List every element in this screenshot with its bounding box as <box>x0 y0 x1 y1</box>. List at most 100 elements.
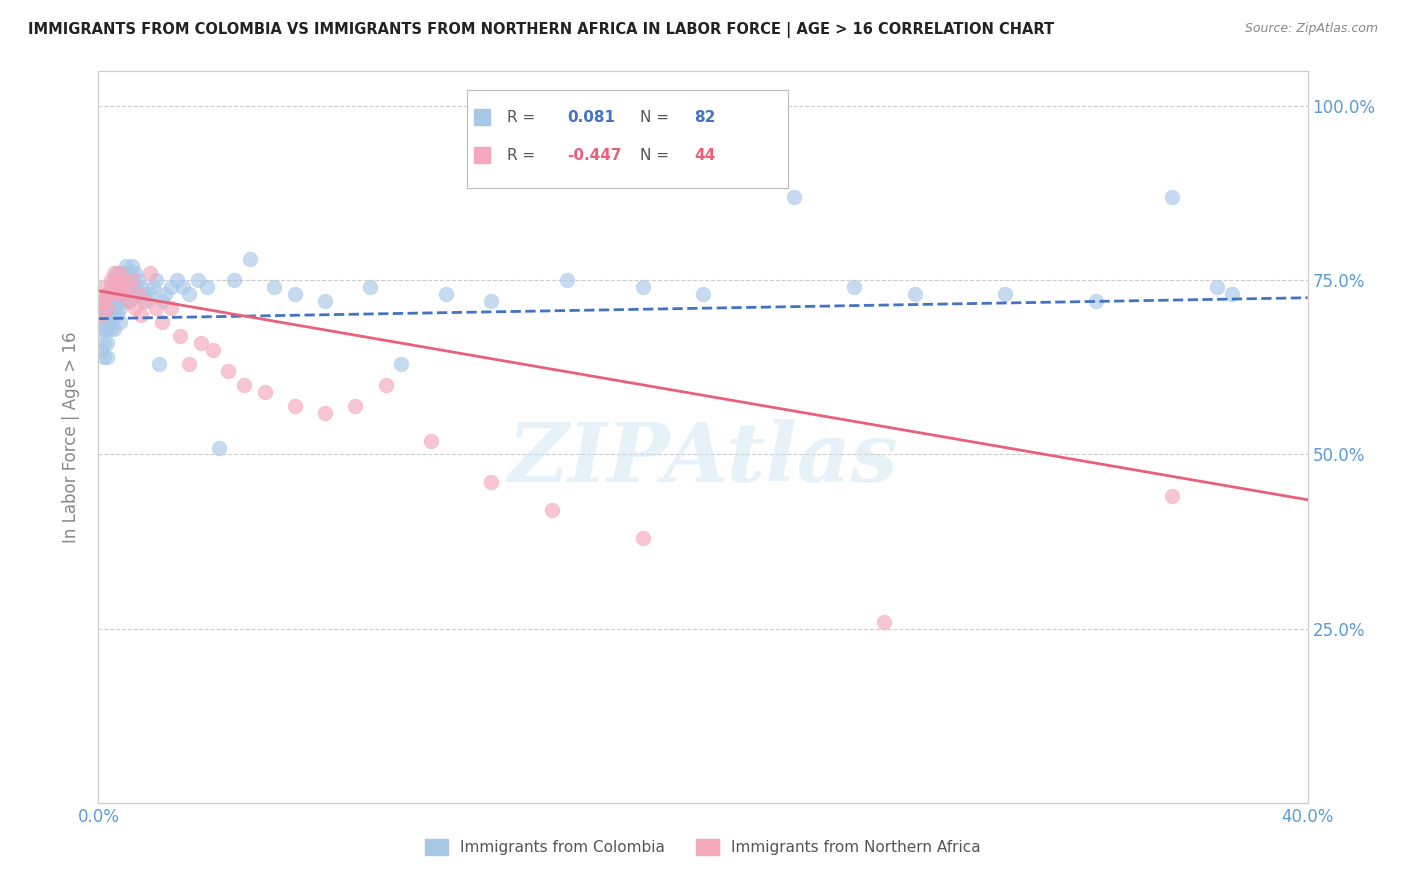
Point <box>150 294 173 309</box>
Point <box>114 280 136 294</box>
Point <box>100 294 122 309</box>
Point <box>217 364 239 378</box>
Point <box>692 287 714 301</box>
Point <box>111 294 134 309</box>
Point <box>93 350 115 364</box>
Point <box>96 308 118 322</box>
Point <box>108 266 131 280</box>
Point <box>103 308 125 322</box>
Point <box>284 399 307 413</box>
Point <box>783 190 806 204</box>
Point <box>90 322 112 336</box>
Point <box>374 377 396 392</box>
Point <box>284 287 307 301</box>
Point <box>100 308 122 322</box>
Point <box>631 280 654 294</box>
Point <box>93 322 115 336</box>
Point <box>195 280 218 294</box>
Legend: Immigrants from Colombia, Immigrants from Northern Africa: Immigrants from Colombia, Immigrants fro… <box>419 833 987 861</box>
Point <box>127 287 149 301</box>
Point <box>224 273 246 287</box>
Point <box>90 308 112 322</box>
Point <box>1160 489 1182 503</box>
Point <box>132 287 155 301</box>
Point <box>132 294 155 309</box>
Point <box>540 503 562 517</box>
Point <box>239 252 262 267</box>
Point <box>96 301 118 316</box>
Point <box>145 301 167 316</box>
Point <box>111 287 134 301</box>
Point <box>344 399 367 413</box>
Point <box>100 322 122 336</box>
Point <box>202 343 225 357</box>
Point <box>118 294 141 309</box>
Point <box>166 273 188 287</box>
Point <box>172 280 194 294</box>
FancyBboxPatch shape <box>467 90 787 188</box>
Point <box>124 266 146 280</box>
Point <box>105 280 128 294</box>
Point <box>1220 287 1243 301</box>
Point <box>481 294 503 309</box>
Point <box>96 336 118 351</box>
Point <box>103 266 125 280</box>
Point <box>148 357 170 371</box>
Text: Source: ZipAtlas.com: Source: ZipAtlas.com <box>1244 22 1378 36</box>
Point <box>481 475 503 490</box>
Point <box>111 273 134 287</box>
Point <box>139 266 162 280</box>
Point <box>93 294 115 309</box>
Point <box>93 336 115 351</box>
Point <box>96 301 118 316</box>
Point <box>169 329 191 343</box>
Point <box>1085 294 1108 309</box>
Point <box>100 280 122 294</box>
Point <box>153 287 176 301</box>
Text: 0.081: 0.081 <box>568 110 616 125</box>
Point <box>1160 190 1182 204</box>
Point <box>420 434 443 448</box>
Point <box>96 287 118 301</box>
Point <box>631 531 654 545</box>
Point <box>190 336 212 351</box>
Point <box>118 266 141 280</box>
Point <box>100 273 122 287</box>
Text: 44: 44 <box>695 148 716 163</box>
Point <box>96 350 118 364</box>
Point <box>103 273 125 287</box>
Point <box>150 315 173 329</box>
Point <box>179 357 201 371</box>
Point <box>232 377 254 392</box>
Point <box>108 280 131 294</box>
Text: N =: N = <box>640 148 673 163</box>
Point <box>90 343 112 357</box>
Point <box>129 280 152 294</box>
Point <box>103 280 125 294</box>
Point <box>108 273 131 287</box>
Point <box>160 301 183 316</box>
Point <box>90 308 112 322</box>
Point <box>105 273 128 287</box>
Point <box>105 287 128 301</box>
Text: IMMIGRANTS FROM COLOMBIA VS IMMIGRANTS FROM NORTHERN AFRICA IN LABOR FORCE | AGE: IMMIGRANTS FROM COLOMBIA VS IMMIGRANTS F… <box>28 22 1054 38</box>
Text: ZIPAtlas: ZIPAtlas <box>508 419 898 499</box>
Point <box>129 308 152 322</box>
Point <box>103 301 125 316</box>
Point <box>105 308 128 322</box>
Text: R =: R = <box>508 148 540 163</box>
Point <box>111 280 134 294</box>
Point <box>314 294 336 309</box>
Point <box>1206 280 1229 294</box>
Point <box>118 294 141 309</box>
Point <box>100 287 122 301</box>
Point <box>208 441 231 455</box>
Point <box>139 287 162 301</box>
Point <box>873 615 896 629</box>
Point <box>121 273 143 287</box>
Point <box>93 294 115 309</box>
Text: -0.447: -0.447 <box>568 148 621 163</box>
Point <box>389 357 412 371</box>
Point <box>96 322 118 336</box>
Point <box>160 280 183 294</box>
